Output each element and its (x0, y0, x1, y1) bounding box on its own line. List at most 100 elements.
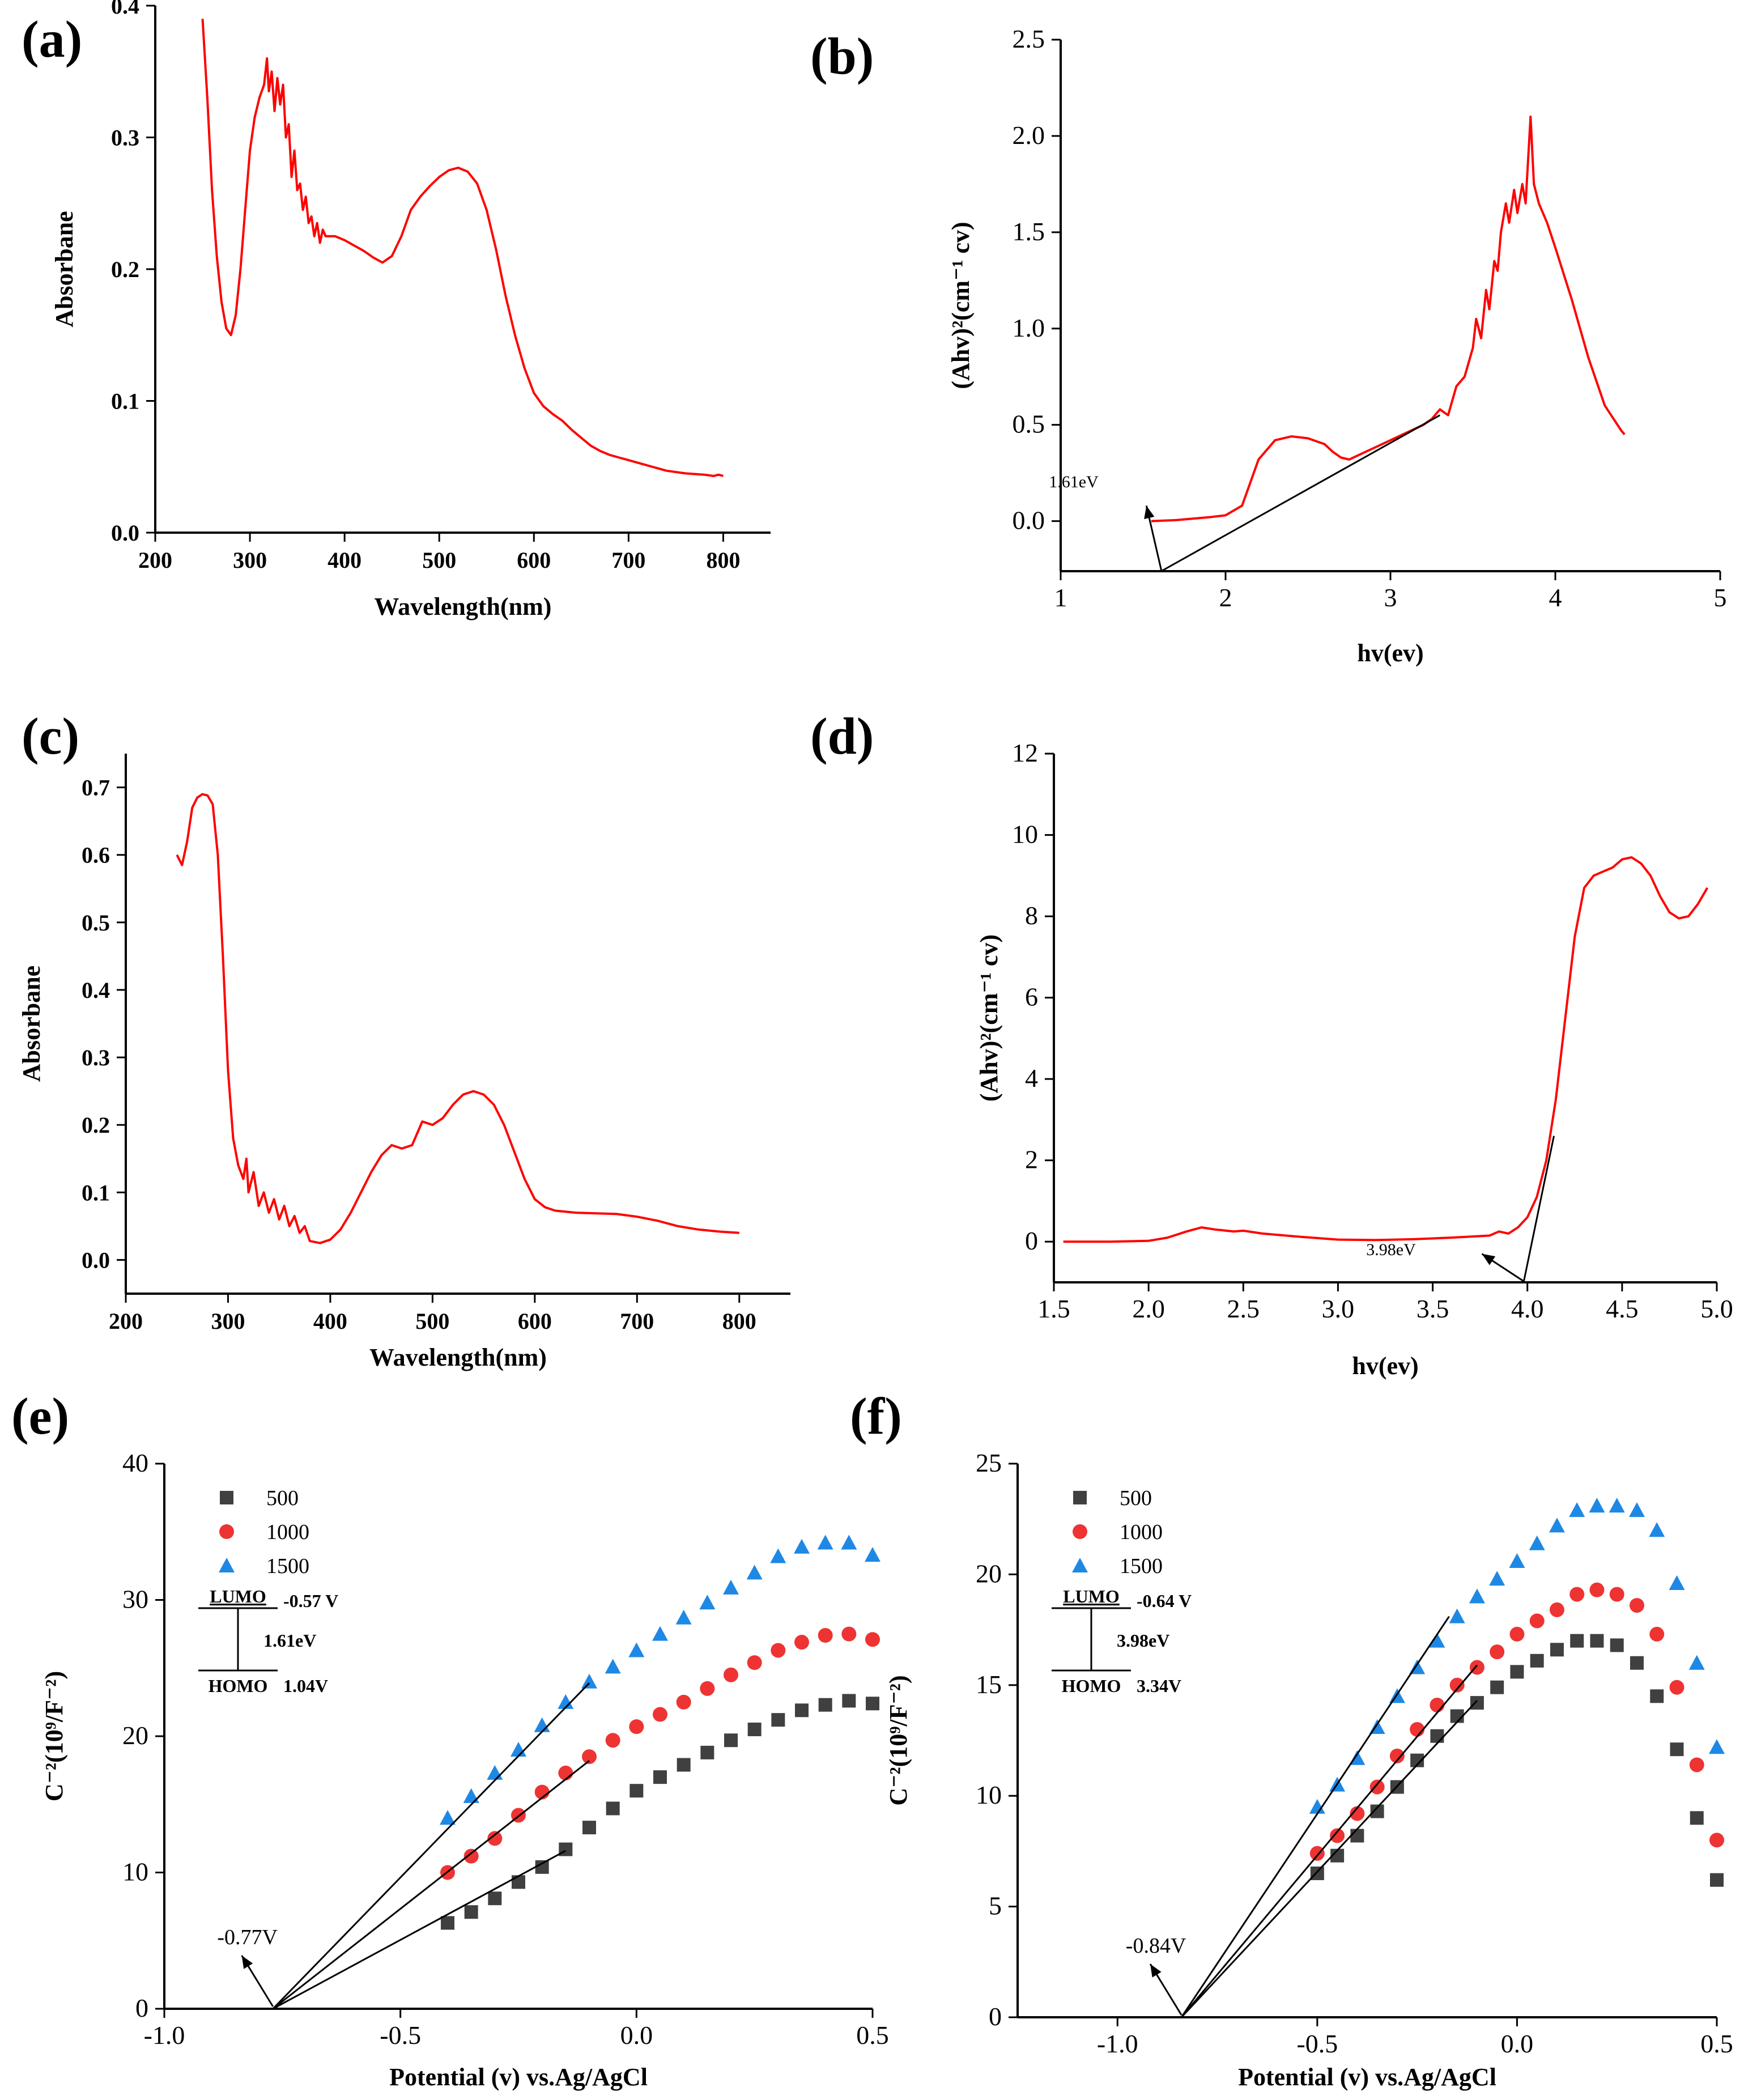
y-tick-label: 1.5 (1013, 217, 1045, 246)
data-point-500 (1590, 1634, 1604, 1648)
data-point-1500 (1709, 1739, 1725, 1754)
data-point-1000 (1469, 1660, 1484, 1675)
y-tick-label: 0.4 (82, 977, 110, 1003)
y-tick-label: 0.3 (111, 125, 139, 151)
data-point-1000 (794, 1635, 809, 1650)
y-axis-title: (Ahv)²(cm⁻¹ cv) (975, 934, 1003, 1102)
data-point-500 (1490, 1680, 1504, 1694)
x-tick-label: 700 (620, 1308, 654, 1334)
data-point-1000 (841, 1626, 857, 1642)
y-tick-label: 0.2 (82, 1112, 110, 1138)
panel-b: (b) 1 2 3 4 5 0.0 0.5 1.0 1.5 2.0 2.5 hv(ev) (Ahv)²(c… (810, 24, 1727, 667)
homo-value: 3.34V (1137, 1676, 1181, 1696)
data-point-1000 (1509, 1626, 1525, 1642)
x-tick-label: -0.5 (380, 2021, 421, 2050)
data-point-500 (724, 1733, 738, 1748)
data-point-1500 (463, 1788, 479, 1803)
x-tick-label: 700 (611, 547, 645, 573)
x-tick-label: 2.0 (1132, 1294, 1165, 1323)
y-tick-label: 0.7 (82, 775, 110, 801)
data-point-1500 (1589, 1498, 1605, 1513)
legend-marker-1000 (1073, 1524, 1087, 1539)
data-point-500 (1610, 1638, 1624, 1652)
data-point-1000 (1689, 1757, 1704, 1772)
data-point-1500 (794, 1538, 810, 1554)
data-point-500 (795, 1703, 809, 1718)
flat-band-arrow-head (241, 1956, 253, 1969)
data-point-1500 (746, 1565, 763, 1580)
data-point-1000 (1389, 1748, 1405, 1763)
fit-line (272, 1760, 590, 2010)
lumo-label: LUMO (210, 1586, 266, 1606)
data-point-500 (464, 1905, 478, 1919)
y-tick-label: 2 (1025, 1145, 1038, 1174)
x-axis-title: Wavelength(nm) (375, 593, 552, 620)
y-tick-label: 0.5 (1013, 410, 1045, 439)
data-point-500 (866, 1697, 879, 1711)
data-point-1000 (1330, 1828, 1345, 1843)
y-tick-label: 10 (122, 1857, 148, 1886)
data-point-500 (582, 1821, 596, 1835)
data-point-1500 (581, 1673, 597, 1689)
y-tick-label: 2.0 (1013, 121, 1045, 150)
y-tick-label: 8 (1025, 901, 1038, 930)
x-tick-label: 400 (327, 547, 361, 573)
data-point-1000 (1350, 1806, 1365, 1821)
data-point-1000 (463, 1848, 479, 1864)
data-point-1500 (605, 1659, 621, 1674)
x-tick-label: 800 (722, 1308, 756, 1334)
panel-label: (b) (810, 27, 874, 85)
data-point-500 (1670, 1742, 1684, 1757)
y-tick-label: 0.1 (82, 1180, 110, 1205)
lumo-value: -0.64 V (1137, 1591, 1192, 1611)
y-tick-label: 1.0 (1013, 313, 1045, 342)
x-axis-title: Potential (v) vs.Ag/AgCl (1238, 2063, 1496, 2091)
data-point-1000 (1549, 1602, 1564, 1617)
data-point-1000 (605, 1733, 620, 1748)
data-point-1500 (1429, 1633, 1445, 1648)
y-tick-label: 0.6 (82, 843, 110, 868)
data-point-500 (512, 1875, 525, 1889)
legend-marker-500 (1073, 1491, 1087, 1504)
data-point-1500 (1449, 1608, 1465, 1623)
legend-marker-1000 (219, 1524, 234, 1539)
data-point-1500 (841, 1534, 857, 1550)
series-line (1151, 115, 1626, 522)
data-point-1500 (723, 1579, 739, 1595)
data-point-1000 (676, 1694, 691, 1710)
x-tick-label: 5.0 (1700, 1294, 1733, 1323)
data-point-500 (818, 1698, 832, 1712)
y-tick-label: 15 (976, 1670, 1002, 1699)
data-point-500 (1550, 1643, 1564, 1657)
x-tick-label: 1.5 (1037, 1294, 1070, 1323)
x-tick-label: 5 (1714, 583, 1727, 612)
flat-band-arrow-head (1150, 1964, 1162, 1978)
y-axis-title: Absorbane (50, 211, 78, 327)
fit-line (1180, 1616, 1450, 2018)
fit-line (272, 1850, 567, 2010)
x-tick-label: 500 (415, 1308, 449, 1334)
data-point-1000 (724, 1667, 738, 1682)
y-axis-title: (Ahv)²(cm⁻¹ cv) (947, 222, 975, 389)
x-axis-title: Potential (v) vs.Ag/AgCl (389, 2063, 648, 2091)
data-point-1500 (558, 1694, 574, 1709)
x-tick-label: 2 (1219, 583, 1232, 612)
y-tick-label: 0.2 (111, 257, 139, 282)
y-tick-label: 12 (1012, 738, 1038, 767)
x-tick-label: 4.5 (1606, 1294, 1639, 1323)
x-tick-label: 1 (1054, 583, 1067, 612)
y-tick-label: 0.4 (111, 0, 139, 19)
data-point-500 (1630, 1656, 1644, 1670)
data-point-500 (747, 1722, 762, 1736)
y-tick-label: 20 (122, 1721, 148, 1750)
data-point-1000 (487, 1831, 503, 1846)
flat-band-annotation: -0.77V (217, 1925, 278, 1949)
data-point-1000 (1589, 1582, 1605, 1597)
y-tick-label: 10 (976, 1780, 1002, 1809)
data-point-1500 (1509, 1553, 1525, 1568)
data-point-1500 (1489, 1571, 1505, 1586)
y-tick-label: 0 (989, 2002, 1002, 2031)
y-tick-label: 0.0 (111, 520, 139, 546)
x-tick-label: -1.0 (1097, 2029, 1138, 2058)
